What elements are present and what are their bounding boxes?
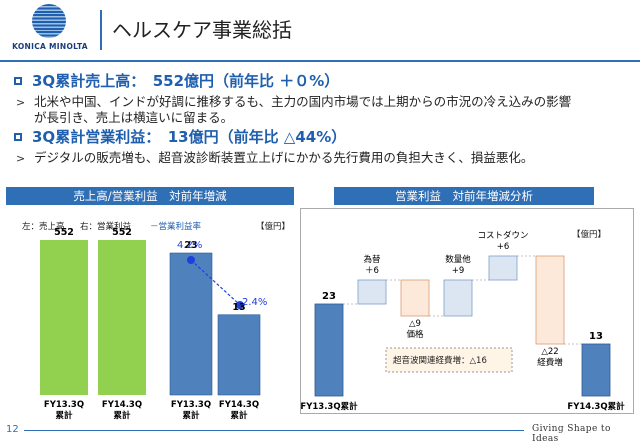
margin-value-label: 2.4%: [242, 297, 268, 308]
margin-point: [187, 256, 195, 264]
x-tick-label: FY14.3Q累計: [567, 402, 625, 412]
legend-margin: －営業利益率: [150, 222, 202, 232]
profit-bar: [169, 252, 213, 396]
sales-headline: 3Q累計売上高： 552億円（前年比 ＋０%）: [32, 72, 340, 90]
waterfall-label: △9 価格: [406, 319, 424, 340]
x-tick-label: FY13.3Q 累計: [43, 400, 85, 421]
legend-sales: 左：売上高: [22, 222, 65, 232]
sales-comment-line2: が長引き、売上は横這いに留まる。: [34, 110, 234, 125]
chevron-right-icon: >: [16, 152, 26, 165]
square-bullet-icon: [14, 77, 22, 85]
waterfall-bar: [581, 343, 611, 397]
right-panel-header: 営業利益 対前年増減分析: [334, 187, 594, 205]
profit-bar: [217, 314, 261, 396]
profit-value-label: 13: [232, 301, 246, 313]
waterfall-label: △22 経費増: [537, 347, 563, 368]
sales-value-label: 552: [54, 227, 74, 238]
waterfall-bar: [443, 279, 473, 317]
waterfall-bar: [488, 255, 518, 281]
ultrasound-callout: 超音波関連経費増：△16: [393, 356, 487, 366]
x-tick-label: FY13.3Q 累計: [170, 400, 212, 421]
margin-trend-line: [190, 259, 241, 306]
margin-point: [236, 301, 244, 309]
footer-divider: [24, 430, 524, 431]
right-unit-label: 【億円】: [572, 230, 607, 240]
waterfall-label: 13: [589, 331, 603, 342]
waterfall-bar: [357, 279, 387, 305]
callout-box: [385, 347, 513, 373]
sales-bar: [98, 240, 146, 395]
waterfall-bar: [400, 279, 430, 317]
sales-profit-chart: [40, 240, 261, 396]
waterfall-label: コストダウン +6: [477, 231, 529, 252]
waterfall-bar: [535, 255, 565, 345]
legend-profit: 右：営業利益: [80, 222, 132, 232]
profit-headline: 3Q累計営業利益： 13億円（前年比 △44%）: [32, 128, 347, 146]
profit-comment: デジタルの販売増も、超音波診断装置立上げにかかる先行費用の負担大きく、損益悪化。: [34, 150, 534, 165]
x-tick-label: FY13.3Q累計: [300, 402, 358, 412]
profit-value-label: 23: [184, 240, 198, 251]
logo-text: KONICA MINOLTA: [12, 42, 88, 51]
title-accent-bar: [100, 10, 102, 50]
x-tick-label: FY14.3Q 累計: [101, 400, 143, 421]
square-bullet-icon: [14, 133, 22, 141]
left-panel-header: 売上高/営業利益 対前年増減: [6, 187, 294, 205]
page-number: 12: [6, 424, 19, 435]
x-tick-label: FY14.3Q 累計: [218, 400, 260, 421]
brand-tagline: Giving Shape to Ideas: [532, 424, 611, 444]
page-title: ヘルスケア事業総括: [112, 18, 292, 42]
sales-value-label: 552: [112, 227, 132, 238]
konica-minolta-logo: KONICA MINOLTA: [8, 4, 90, 56]
margin-value-label: 4.2%: [177, 240, 203, 251]
waterfall-label: 為替 ＋6: [363, 255, 381, 276]
sales-comment: 北米や中国、インドが好調に推移するも、主力の国内市場では上期からの市況の冷え込み…: [34, 94, 634, 126]
waterfall-bar: [314, 303, 344, 397]
sales-bar: [40, 240, 88, 395]
left-unit-label: 【億円】: [256, 222, 291, 232]
chevron-right-icon: >: [16, 96, 26, 109]
waterfall-label: 23: [322, 291, 336, 302]
sales-comment-line1: 北米や中国、インドが好調に推移するも、主力の国内市場では上期からの市況の冷え込み…: [34, 94, 572, 109]
waterfall-frame: [300, 208, 634, 414]
globe-logo-icon: [32, 4, 66, 38]
waterfall-chart: [314, 255, 611, 397]
header-divider: [0, 60, 640, 62]
waterfall-label: 数量他 +9: [445, 255, 471, 276]
